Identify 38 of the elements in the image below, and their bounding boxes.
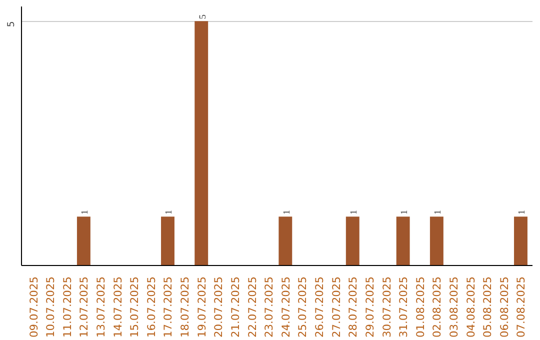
x-tick-label: 31.07.2025: [397, 276, 410, 338]
x-tick-label: 21.07.2025: [228, 276, 242, 338]
x-tick-label: 28.07.2025: [346, 276, 360, 338]
x-tick-label: 20.07.2025: [212, 276, 226, 338]
x-tick-label: 12.07.2025: [78, 276, 91, 338]
data-label: 1: [164, 210, 175, 215]
x-tick-label: 09.07.2025: [27, 276, 40, 338]
x-tick-label: 24.07.2025: [279, 276, 292, 338]
x-tick-label: 06.08.2025: [498, 276, 511, 338]
data-label: 5: [198, 14, 208, 20]
x-tick-label: 01.08.2025: [414, 276, 427, 338]
x-tick-label: 05.08.2025: [481, 276, 494, 338]
x-tick-label: 22.07.2025: [246, 276, 259, 338]
x-tick-label: 18.07.2025: [178, 276, 192, 338]
data-label: 1: [80, 210, 91, 215]
x-tick-label: 26.07.2025: [313, 276, 326, 338]
x-tick-label: 27.07.2025: [330, 276, 343, 338]
data-label: 1: [282, 210, 292, 215]
data-label: 1: [350, 210, 360, 215]
x-tick-label: 13.07.2025: [94, 276, 108, 338]
x-tick-label: 17.07.2025: [162, 276, 175, 338]
x-tick-label: 02.08.2025: [430, 276, 444, 338]
x-tick-label: 30.07.2025: [380, 276, 394, 338]
data-label: 1: [434, 210, 444, 215]
x-tick-label: 14.07.2025: [111, 276, 124, 338]
x-tick-label: 04.08.2025: [464, 276, 478, 338]
x-tick-label: 25.07.2025: [296, 276, 310, 338]
data-label: 1: [518, 210, 528, 215]
x-tick-label: 16.07.2025: [144, 276, 158, 338]
x-tick-label: 29.07.2025: [363, 276, 376, 338]
x-tick-label: 07.08.2025: [514, 276, 528, 338]
x-tick-label: 15.07.2025: [128, 276, 142, 338]
x-tick-label: 10.07.2025: [44, 276, 58, 338]
x-tick-label: 03.08.2025: [447, 276, 460, 338]
x-tick-label: 19.07.2025: [195, 276, 208, 338]
x-tick-label: 23.07.2025: [262, 276, 276, 338]
data-label: 1: [400, 210, 410, 215]
x-tick-label: 11.07.2025: [60, 276, 74, 338]
